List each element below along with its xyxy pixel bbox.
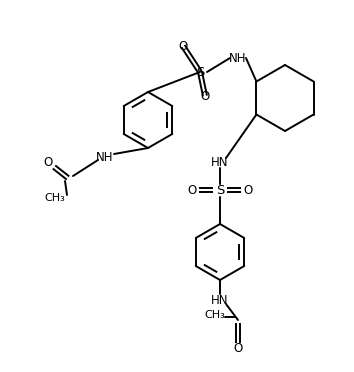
Text: S: S [196, 65, 204, 78]
Text: O: O [200, 90, 210, 103]
Text: O: O [243, 183, 253, 196]
Text: HN: HN [211, 294, 229, 307]
Text: O: O [187, 183, 196, 196]
Text: NH: NH [229, 51, 247, 64]
Text: O: O [233, 341, 242, 355]
Text: O: O [44, 155, 53, 169]
Text: S: S [216, 183, 224, 196]
Text: CH₃: CH₃ [45, 193, 65, 203]
Text: O: O [178, 39, 188, 52]
Text: HN: HN [211, 155, 229, 169]
Text: NH: NH [96, 151, 114, 164]
Text: CH₃: CH₃ [205, 310, 225, 320]
